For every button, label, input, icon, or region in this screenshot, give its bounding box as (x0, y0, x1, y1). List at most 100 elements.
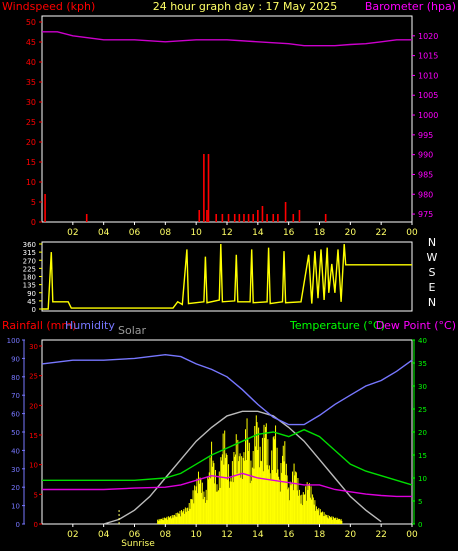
rainfall-tick-label: 0 (34, 521, 38, 529)
humidity-tick-label: 60 (11, 411, 20, 419)
top-x-axis-label: 22 (375, 228, 386, 238)
solar-curve-line (103, 410, 382, 525)
top-x-axis-label: 14 (252, 228, 264, 238)
temperature-tick-label: 40 (418, 337, 427, 345)
top-x-axis-label: 18 (314, 228, 326, 238)
dewpoint-axis-title: Dew Point (°C) (376, 319, 456, 332)
bottom-x-axis-label: 06 (129, 530, 141, 540)
humidity-tick-label: 50 (11, 429, 20, 437)
windspeed-tick-label: 50 (26, 18, 36, 27)
top-x-axis-label: 12 (221, 228, 232, 238)
windspeed-axis-title: Windspeed (kph) (2, 0, 95, 13)
compass-label: S (429, 266, 436, 279)
top-x-axis-label: 02 (67, 228, 78, 238)
humidity-tick-label: 40 (11, 447, 20, 455)
windspeed-tick-label: 10 (26, 178, 36, 187)
windspeed-tick-label: 15 (26, 158, 36, 167)
temperature-tick-label: 20 (418, 429, 427, 437)
solar-axis-title: Solar (118, 324, 147, 337)
temperature-tick-label: 5 (418, 498, 422, 506)
bottom-x-axis-label: 20 (345, 530, 357, 540)
bottom-x-axis-label: 10 (190, 530, 202, 540)
windspeed-tick-label: 5 (31, 198, 36, 207)
humidity-axis-title: Humidity (65, 319, 115, 332)
windspeed-tick-label: 0 (31, 218, 36, 227)
humidity-tick-label: 20 (11, 484, 20, 492)
barometer-tick-label: 1015 (418, 52, 438, 61)
barometer-tick-label: 975 (418, 210, 433, 219)
windspeed-tick-label: 25 (26, 118, 36, 127)
humidity-tick-label: 70 (11, 392, 20, 400)
chart-title: 24 hour graph day : 17 May 2025 (153, 0, 338, 13)
bottom-x-axis-label: 00 (406, 530, 418, 540)
dewpoint-line (42, 472, 412, 498)
direction-tick-label: 90 (27, 290, 36, 298)
rainfall-tick-label: 5 (34, 491, 38, 499)
temperature-tick-label: 35 (418, 360, 427, 368)
bottom-x-axis-label: 08 (160, 530, 172, 540)
bottom-x-axis-label: 02 (67, 530, 78, 540)
barometer-line (42, 31, 412, 47)
compass-label: N (428, 296, 436, 309)
temperature-tick-label: 15 (418, 452, 427, 460)
direction-tick-label: 360 (23, 241, 36, 249)
top-x-axis-label: 16 (283, 228, 295, 238)
humidity-tick-label: 0 (16, 521, 20, 529)
wind-direction-line (42, 243, 412, 310)
compass-label: N (428, 236, 436, 249)
top-x-axis-label: 10 (190, 228, 202, 238)
direction-tick-label: 135 (23, 282, 36, 290)
bottom-x-axis-label: 22 (375, 530, 386, 540)
direction-tick-label: 270 (23, 257, 36, 265)
sunrise-label: Sunrise (121, 539, 155, 549)
rainfall-tick-label: 10 (29, 462, 38, 470)
rainfall-tick-label: 25 (29, 373, 38, 381)
bottom-x-axis-label: 16 (283, 530, 295, 540)
barometer-axis-title: Barometer (hpa) (365, 0, 456, 13)
humidity-tick-label: 80 (11, 374, 20, 382)
direction-tick-label: 180 (23, 274, 36, 282)
barometer-tick-label: 1020 (418, 32, 438, 41)
rainfall-tick-label: 30 (29, 343, 38, 351)
compass-label: W (427, 251, 438, 264)
humidity-tick-label: 90 (11, 355, 20, 363)
top-x-axis-label: 08 (160, 228, 172, 238)
temperature-axis-title: Temperature (°C) (289, 319, 385, 332)
temperature-line (42, 428, 413, 486)
direction-tick-label: 315 (23, 249, 36, 257)
humidity-tick-label: 10 (11, 503, 20, 511)
rainfall-tick-label: 15 (29, 432, 38, 440)
barometer-tick-label: 1000 (418, 111, 438, 120)
rainfall-tick-label: 20 (29, 402, 38, 410)
bottom-x-axis-label: 18 (314, 530, 326, 540)
windspeed-tick-label: 35 (26, 78, 36, 87)
direction-tick-label: 225 (23, 265, 36, 273)
barometer-tick-label: 980 (418, 190, 433, 199)
humidity-line (41, 353, 413, 426)
compass-label: E (429, 281, 436, 294)
bottom-x-axis-label: 04 (98, 530, 110, 540)
direction-tick-label: 45 (27, 298, 36, 306)
temperature-tick-label: 10 (418, 475, 427, 483)
barometer-tick-label: 985 (418, 170, 433, 179)
top-x-axis-label: 04 (98, 228, 110, 238)
temperature-tick-label: 30 (418, 383, 427, 391)
direction-tick-label: 0 (32, 306, 36, 314)
bottom-x-axis-label: 12 (221, 530, 232, 540)
rainfall-axis-title: Rainfall (mm) (2, 319, 76, 332)
bottom-x-axis-label: 14 (252, 530, 264, 540)
barometer-tick-label: 995 (418, 131, 433, 140)
humidity-tick-label: 30 (11, 466, 20, 474)
barometer-tick-label: 1010 (418, 71, 438, 80)
windspeed-tick-label: 20 (26, 138, 36, 147)
temperature-tick-label: 0 (418, 521, 422, 529)
top-x-axis-label: 20 (345, 228, 357, 238)
temperature-tick-label: 25 (418, 406, 427, 414)
windspeed-tick-label: 40 (26, 58, 36, 67)
top-x-axis-label: 06 (129, 228, 141, 238)
barometer-tick-label: 1005 (418, 91, 438, 100)
barometer-tick-label: 990 (418, 151, 433, 160)
windspeed-tick-label: 30 (26, 98, 36, 107)
